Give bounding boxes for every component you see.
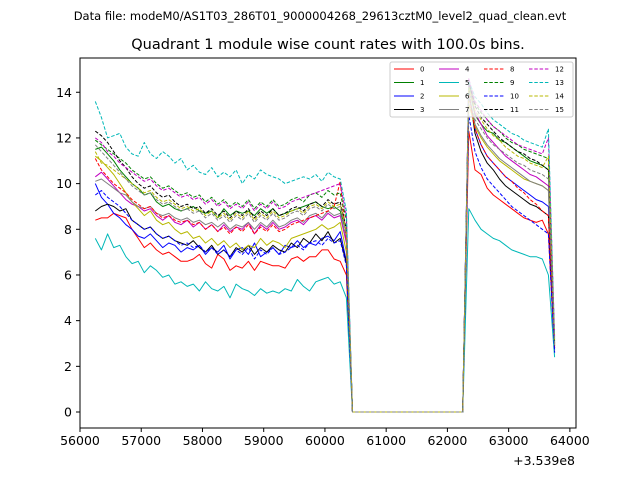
y-tick-label: 8 <box>64 222 72 237</box>
x-tick-label: 63000 <box>489 433 529 448</box>
legend-label-2: 2 <box>420 93 424 101</box>
x-tick-label: 62000 <box>428 433 468 448</box>
series-line-1 <box>95 84 556 413</box>
series-line-3 <box>95 89 556 413</box>
legend-label-12: 12 <box>555 66 564 74</box>
legend-label-14: 14 <box>555 93 564 101</box>
y-tick-label: 14 <box>56 85 72 100</box>
series-layer <box>94 78 556 413</box>
legend-label-15: 15 <box>555 106 564 114</box>
legend-label-0: 0 <box>420 66 424 74</box>
legend-box <box>389 61 574 118</box>
y-axis: 0 2 4 6 8 10 12 14 <box>56 85 80 420</box>
y-tick-label: 12 <box>56 130 72 145</box>
legend-label-10: 10 <box>510 93 519 101</box>
x-tick-label: 60000 <box>305 433 345 448</box>
x-tick-label: 61000 <box>366 433 406 448</box>
legend-label-1: 1 <box>420 79 424 87</box>
x-axis: 56000 57000 58000 59000 60000 61000 62000 63000… <box>60 428 590 448</box>
legend-label-7: 7 <box>465 106 469 114</box>
series-line-4 <box>94 78 556 413</box>
series-line-6 <box>94 103 556 413</box>
series-line-7 <box>95 91 556 413</box>
legend-label-3: 3 <box>420 106 424 114</box>
legend-label-4: 4 <box>465 66 470 74</box>
y-tick-label: 10 <box>56 176 72 191</box>
y-tick-label: 4 <box>64 313 72 328</box>
legend-label-5: 5 <box>465 79 469 87</box>
series-line-13 <box>94 80 556 413</box>
series-line-15 <box>94 96 556 413</box>
series-line-0 <box>95 130 556 413</box>
legend-label-8: 8 <box>510 66 514 74</box>
x-tick-label: 58000 <box>183 433 223 448</box>
chart-title: Quadrant 1 module wise count rates with … <box>131 37 525 53</box>
x-offset-label: +3.539e8 <box>513 453 575 468</box>
x-tick-label: 64000 <box>550 433 590 448</box>
x-tick-label: 57000 <box>121 433 161 448</box>
plot-frame <box>79 57 577 429</box>
legend-label-6: 6 <box>465 93 470 101</box>
series-line-2 <box>94 91 556 413</box>
series-line-5 <box>94 208 556 413</box>
x-tick-label: 59000 <box>244 433 284 448</box>
y-tick-label: 0 <box>64 405 72 420</box>
legend-label-11: 11 <box>510 106 519 114</box>
y-tick-label: 2 <box>64 359 72 374</box>
x-tick-label: 56000 <box>60 433 100 448</box>
series-line-10 <box>95 114 556 413</box>
legend-label-9: 9 <box>510 79 514 87</box>
series-line-12 <box>94 78 556 413</box>
chart-suptitle: Data file: modeM0/AS1T03_286T01_90000042… <box>74 9 567 23</box>
series-line-8 <box>94 94 556 413</box>
legend-label-13: 13 <box>555 79 564 87</box>
y-tick-label: 6 <box>64 267 72 282</box>
